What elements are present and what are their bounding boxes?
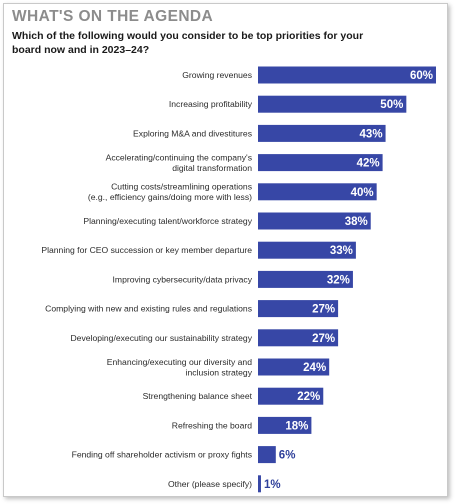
bar-5 bbox=[258, 212, 371, 230]
chart-subtitle: Which of the following would you conside… bbox=[12, 30, 364, 56]
category-label-11: Strengthening balance sheet bbox=[143, 391, 253, 401]
value-label-6: 33% bbox=[330, 245, 353, 257]
value-label-3: 42% bbox=[357, 158, 380, 170]
category-label-6: Planning for CEO succession or key membe… bbox=[41, 245, 252, 255]
category-label-3-line-0: Accelerating/continuing the company's bbox=[106, 152, 252, 162]
chart-card: WHAT'S ON THE AGENDA Which of the follow… bbox=[3, 3, 448, 497]
category-label-12: Refreshing the board bbox=[172, 420, 252, 430]
bar-14 bbox=[258, 475, 261, 493]
category-label-14: Other (please specify) bbox=[168, 479, 252, 489]
value-label-0: 60% bbox=[410, 70, 433, 82]
value-label-13: 6% bbox=[279, 450, 296, 462]
value-label-4: 40% bbox=[351, 187, 374, 199]
value-label-12: 18% bbox=[285, 420, 308, 432]
value-label-1: 50% bbox=[380, 99, 403, 111]
value-label-7: 32% bbox=[327, 274, 350, 286]
category-label-3-line-1: digital transformation bbox=[172, 163, 252, 173]
category-label-0: Growing revenues bbox=[182, 70, 252, 80]
value-label-8: 27% bbox=[312, 304, 335, 316]
category-label-10-line-0: Enhancing/executing our diversity and bbox=[107, 357, 252, 367]
bar-1 bbox=[258, 95, 407, 113]
bar-0 bbox=[258, 66, 436, 84]
bar-6 bbox=[258, 241, 356, 259]
category-label-9: Developing/executing our sustainability … bbox=[70, 333, 252, 343]
category-label-4-line-1: (e.g., efficiency gains/doing more with … bbox=[88, 192, 252, 202]
value-label-5: 38% bbox=[345, 216, 368, 228]
category-label-13: Fending off shareholder activism or prox… bbox=[72, 450, 252, 460]
category-label-1: Increasing profitability bbox=[169, 99, 253, 109]
bar-3 bbox=[258, 154, 383, 172]
bar-11 bbox=[258, 387, 324, 405]
value-label-14: 1% bbox=[264, 479, 281, 491]
bar-9 bbox=[258, 329, 339, 347]
category-label-5: Planning/executing talent/workforce stra… bbox=[83, 216, 252, 226]
value-label-2: 43% bbox=[360, 128, 383, 140]
category-label-7: Improving cybersecurity/data privacy bbox=[113, 274, 253, 284]
category-label-2: Exploring M&A and divestitures bbox=[133, 128, 252, 138]
value-label-10: 24% bbox=[303, 362, 326, 374]
bar-10 bbox=[258, 358, 330, 376]
bar-13 bbox=[258, 446, 276, 464]
value-label-9: 27% bbox=[312, 333, 335, 345]
bar-chart: 60% Growing revenues 50% Increasing profita… bbox=[41, 66, 436, 493]
bar-12 bbox=[258, 416, 312, 434]
value-label-11: 22% bbox=[297, 391, 320, 403]
bar-8 bbox=[258, 300, 339, 318]
category-label-4-line-0: Cutting costs/streamlining operations bbox=[111, 182, 252, 192]
category-label-8: Complying with new and existing rules an… bbox=[45, 304, 252, 314]
bar-4 bbox=[258, 183, 377, 201]
bar-7 bbox=[258, 270, 353, 288]
bar-2 bbox=[258, 124, 386, 142]
chart-title: WHAT'S ON THE AGENDA bbox=[12, 8, 214, 25]
category-label-10-line-1: inclusion strategy bbox=[186, 367, 253, 377]
